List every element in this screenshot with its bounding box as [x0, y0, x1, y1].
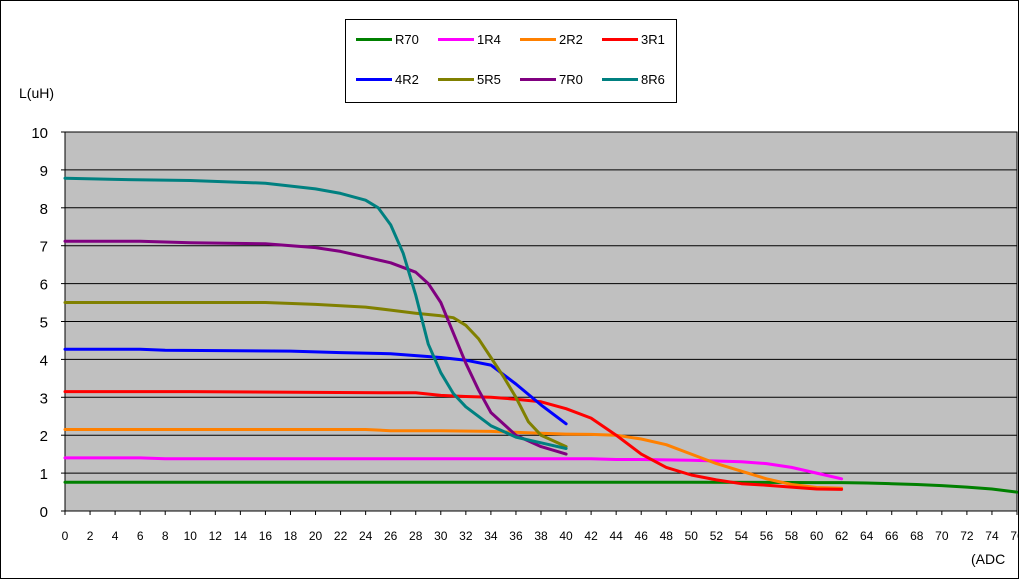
x-tick-label: 14 [234, 529, 248, 543]
series-line-r70 [63, 480, 1018, 494]
legend-swatch [602, 38, 638, 41]
y-tick-label: 0 [40, 504, 48, 521]
legend-item-5r5: 5R5 [438, 72, 501, 87]
x-tick-label: 22 [334, 529, 348, 543]
legend-swatch [356, 38, 392, 41]
x-tick-label: 20 [309, 529, 323, 543]
y-tick-label: 5 [40, 315, 48, 332]
legend: R70 1R4 2R2 3R1 4R2 5R5 7R0 8R6 [345, 19, 677, 103]
x-tick-label: 4 [112, 529, 119, 543]
x-tick-label: 76 [1010, 529, 1018, 543]
x-tick-label: 26 [384, 529, 398, 543]
legend-label: 8R6 [641, 72, 665, 87]
series-line-1r4 [63, 456, 844, 481]
legend-swatch [520, 38, 556, 41]
x-tick-label: 48 [660, 529, 674, 543]
x-tick-label: 52 [710, 529, 724, 543]
legend-swatch [520, 78, 556, 81]
legend-item-1r4: 1R4 [438, 32, 501, 47]
x-tick-label: 8 [162, 529, 169, 543]
y-tick-label: 2 [40, 428, 48, 445]
series-line-5r5 [63, 301, 568, 449]
legend-label: R70 [395, 32, 419, 47]
x-tick-label: 38 [534, 529, 548, 543]
x-tick-label: 36 [509, 529, 523, 543]
series-line-2r2 [63, 428, 844, 490]
y-axis-label: L(uH) [19, 85, 55, 101]
series-line-8r6 [63, 176, 568, 450]
y-tick-label: 10 [31, 125, 48, 142]
x-tick-label: 6 [137, 529, 144, 543]
legend-label: 7R0 [559, 72, 583, 87]
x-tick-label: 32 [459, 529, 473, 543]
legend-swatch [602, 78, 638, 81]
legend-item-2r2: 2R2 [520, 32, 583, 47]
x-tick-label: 42 [584, 529, 598, 543]
x-tick-label: 2 [87, 529, 94, 543]
legend-item-7r0: 7R0 [520, 72, 583, 87]
legend-item-4r2: 4R2 [356, 72, 419, 87]
x-tick-label: 24 [359, 529, 373, 543]
legend-label: 4R2 [395, 72, 419, 87]
x-tick-label: 34 [484, 529, 498, 543]
x-tick-label: 54 [735, 529, 749, 543]
x-tick-label: 44 [609, 529, 623, 543]
legend-item-3r1: 3R1 [602, 32, 665, 47]
x-tick-label: 40 [559, 529, 573, 543]
y-tick-label: 8 [40, 201, 48, 218]
x-tick-label: 12 [209, 529, 223, 543]
x-tick-label: 46 [635, 529, 649, 543]
x-tick-label: 50 [685, 529, 699, 543]
legend-label: 2R2 [559, 32, 583, 47]
x-tick-label: 74 [985, 529, 999, 543]
series-line-4r2 [63, 347, 568, 426]
y-tick-label: 7 [40, 239, 48, 256]
x-tick-label: 64 [860, 529, 874, 543]
legend-swatch [356, 78, 392, 81]
legend-label: 5R5 [477, 72, 501, 87]
y-tick-label: 9 [40, 163, 48, 180]
x-tick-label: 68 [910, 529, 924, 543]
x-tick-label: 62 [835, 529, 849, 543]
y-tick-label: 6 [40, 277, 48, 294]
y-tick-label: 4 [40, 352, 48, 369]
x-tick-label: 56 [760, 529, 774, 543]
x-tick-label: 28 [409, 529, 423, 543]
x-tick-label: 10 [184, 529, 198, 543]
x-tick-label: 30 [434, 529, 448, 543]
x-tick-label: 18 [284, 529, 298, 543]
series-line-3r1 [63, 390, 844, 491]
x-tick-label: 0 [62, 529, 69, 543]
x-tick-label: 72 [960, 529, 974, 543]
legend-item-r70: R70 [356, 32, 419, 47]
x-axis-label: (ADC [971, 551, 1006, 567]
y-tick-label: 1 [40, 466, 48, 483]
x-tick-label: 58 [785, 529, 799, 543]
x-tick-label: 70 [935, 529, 949, 543]
x-tick-label: 16 [259, 529, 273, 543]
x-tick-label: 66 [885, 529, 899, 543]
series-line-7r0 [63, 239, 568, 456]
y-tick-label: 3 [40, 390, 48, 407]
legend-swatch [438, 78, 474, 81]
legend-item-8r6: 8R6 [602, 72, 665, 87]
legend-label: 3R1 [641, 32, 665, 47]
legend-label: 1R4 [477, 32, 501, 47]
legend-swatch [438, 38, 474, 41]
x-tick-label: 60 [810, 529, 824, 543]
